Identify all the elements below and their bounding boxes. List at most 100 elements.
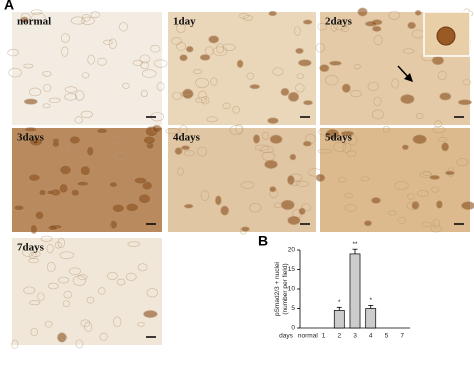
image-label: normal bbox=[17, 16, 51, 28]
cell bbox=[112, 203, 125, 213]
cell bbox=[42, 103, 51, 109]
cell bbox=[315, 42, 325, 53]
cell bbox=[86, 296, 95, 304]
cell bbox=[200, 190, 210, 201]
cell bbox=[289, 179, 301, 186]
cell bbox=[138, 193, 151, 204]
cell bbox=[125, 272, 137, 281]
cell bbox=[350, 90, 362, 98]
cell bbox=[430, 224, 443, 233]
y-tick-label: 20 bbox=[288, 247, 296, 254]
cell bbox=[249, 84, 261, 90]
cell bbox=[11, 339, 19, 350]
cell bbox=[344, 204, 357, 212]
cell bbox=[113, 152, 129, 161]
cell bbox=[280, 87, 290, 97]
cell bbox=[371, 25, 382, 32]
cell bbox=[394, 181, 409, 191]
inset-cell bbox=[436, 26, 456, 46]
cell bbox=[74, 116, 83, 124]
cell bbox=[295, 180, 310, 187]
cell bbox=[333, 141, 347, 152]
cell bbox=[254, 144, 270, 151]
cell bbox=[208, 35, 220, 44]
cell bbox=[287, 91, 300, 102]
cell bbox=[119, 22, 128, 32]
cell bbox=[133, 176, 147, 185]
cell bbox=[439, 92, 452, 101]
cell bbox=[29, 87, 42, 97]
cell bbox=[235, 124, 244, 134]
cell bbox=[268, 10, 277, 17]
cell bbox=[391, 78, 400, 89]
significance: ** bbox=[352, 241, 358, 248]
cell bbox=[109, 220, 118, 230]
cell bbox=[22, 247, 35, 257]
cell bbox=[80, 319, 91, 327]
cell bbox=[317, 148, 332, 154]
cell bbox=[114, 152, 129, 161]
cell bbox=[373, 35, 383, 46]
cell bbox=[28, 257, 39, 264]
cell bbox=[337, 176, 347, 183]
cell bbox=[35, 210, 44, 220]
panel-label: A bbox=[4, 0, 14, 13]
x-tick-label: 3 bbox=[353, 333, 357, 340]
cell bbox=[414, 10, 422, 16]
cell bbox=[325, 74, 339, 86]
cell bbox=[287, 215, 301, 226]
cell bbox=[182, 88, 194, 99]
cell bbox=[71, 189, 80, 197]
cell bbox=[344, 192, 353, 199]
cell bbox=[295, 83, 305, 93]
cell bbox=[151, 124, 162, 133]
cell bbox=[252, 134, 261, 144]
cell bbox=[38, 189, 47, 196]
cell bbox=[206, 116, 218, 122]
cell bbox=[96, 128, 108, 134]
y-tick-label: 10 bbox=[288, 286, 296, 293]
cell bbox=[338, 19, 350, 26]
cell bbox=[31, 251, 41, 258]
cell bbox=[13, 204, 25, 211]
cell bbox=[407, 21, 416, 30]
cell bbox=[183, 203, 194, 209]
x-tick-label: 7 bbox=[400, 333, 404, 340]
cell bbox=[141, 181, 153, 191]
cell bbox=[272, 67, 284, 76]
cell bbox=[108, 38, 117, 49]
cell bbox=[29, 137, 43, 147]
cell bbox=[132, 59, 143, 67]
cell bbox=[58, 183, 69, 194]
cell bbox=[407, 193, 415, 201]
cell bbox=[298, 207, 306, 215]
cell bbox=[64, 86, 78, 93]
cell bbox=[186, 45, 194, 53]
cell bbox=[200, 96, 210, 105]
cell bbox=[31, 12, 46, 23]
cell bbox=[61, 46, 69, 57]
significance: * bbox=[369, 297, 372, 304]
cell bbox=[59, 165, 72, 175]
cell bbox=[62, 300, 71, 308]
cell bbox=[40, 235, 53, 242]
cell bbox=[69, 135, 81, 145]
cell bbox=[315, 173, 326, 182]
x-tick-label: 2 bbox=[337, 333, 341, 340]
cell bbox=[30, 327, 39, 337]
cell bbox=[269, 134, 283, 144]
cell bbox=[29, 300, 41, 306]
cell bbox=[76, 181, 89, 187]
cell bbox=[68, 267, 81, 276]
cell bbox=[46, 190, 55, 195]
cell bbox=[382, 125, 390, 134]
cell bbox=[246, 72, 255, 80]
cell bbox=[340, 130, 355, 137]
cell bbox=[57, 332, 67, 343]
cell bbox=[242, 15, 254, 21]
bar bbox=[349, 253, 361, 329]
cell bbox=[174, 147, 183, 155]
image-label: 4days bbox=[173, 132, 201, 144]
cell bbox=[165, 128, 180, 135]
cell bbox=[402, 48, 415, 54]
